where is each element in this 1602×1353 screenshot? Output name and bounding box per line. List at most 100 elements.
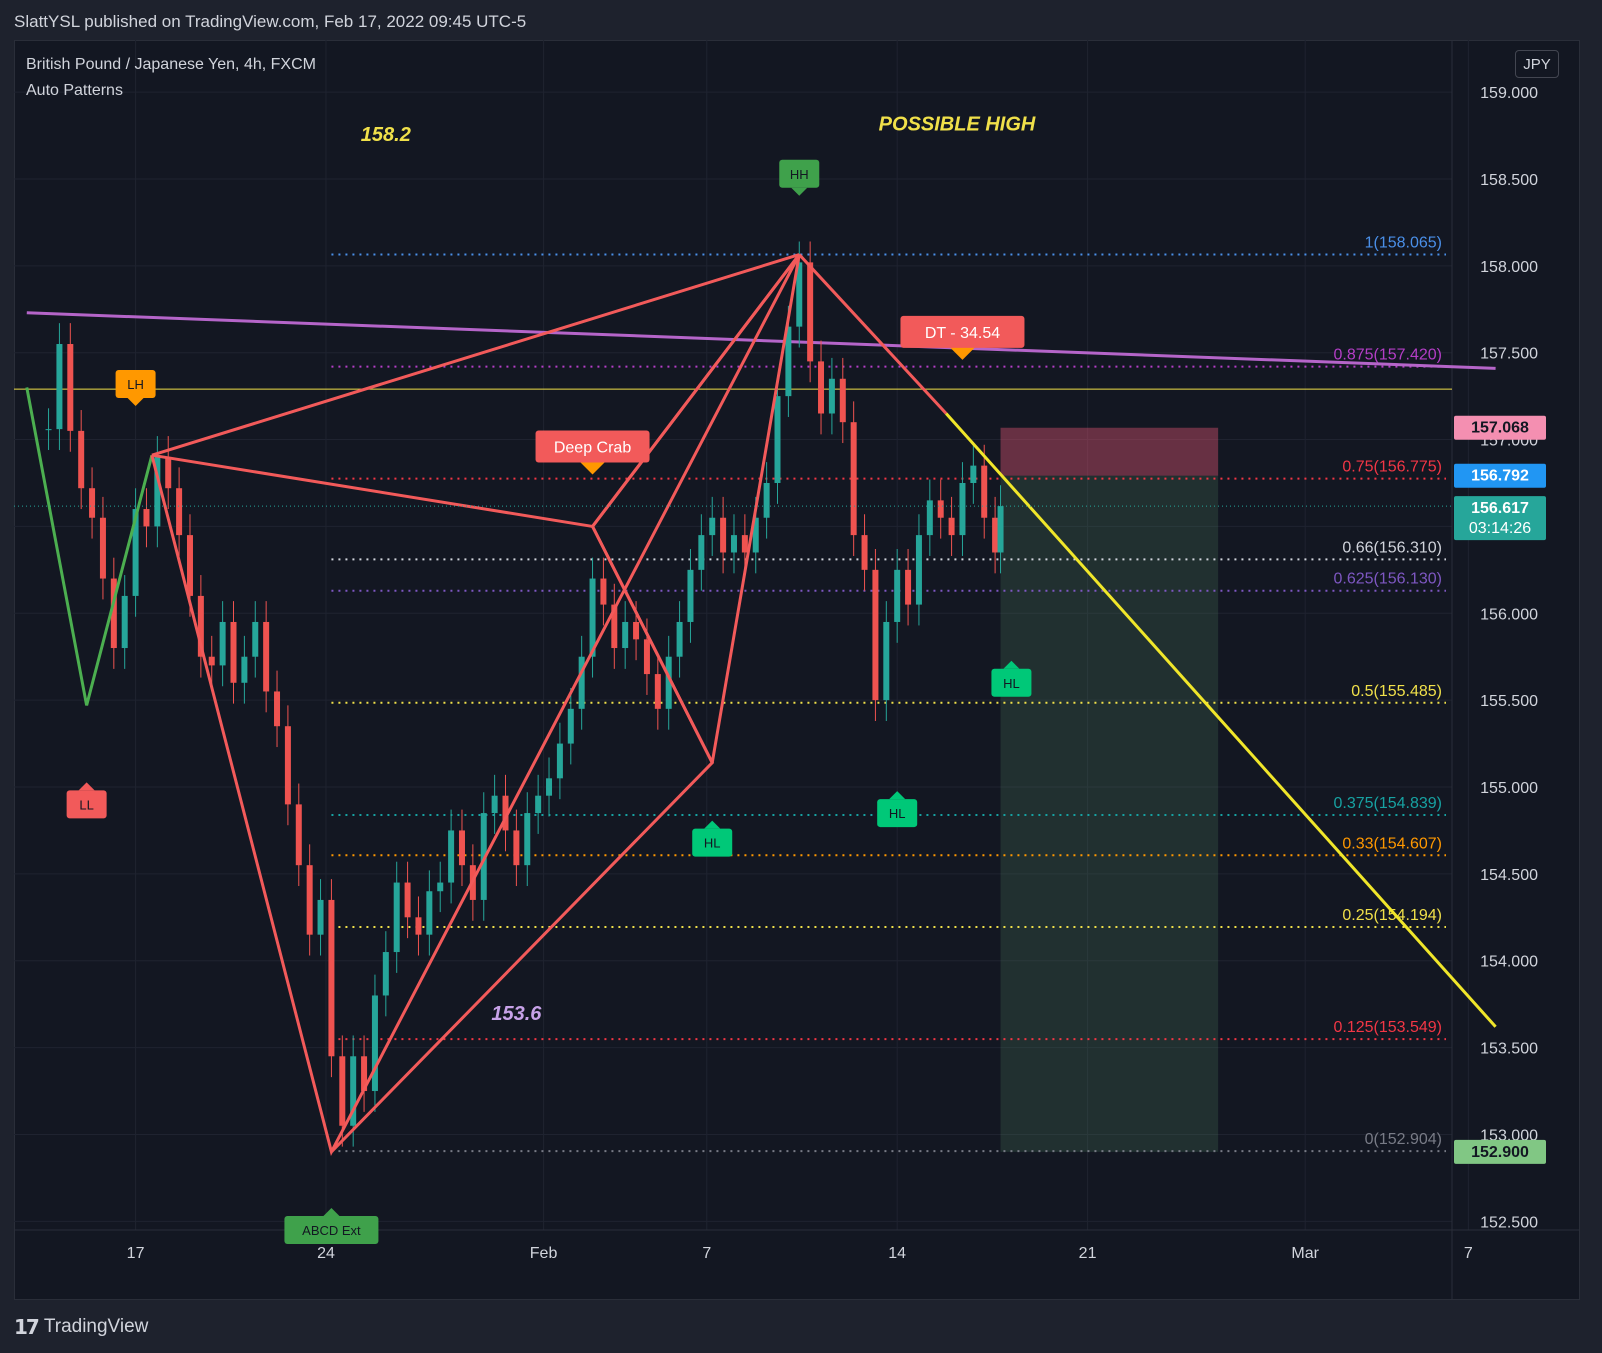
candle-body	[698, 535, 705, 570]
candle-body	[730, 535, 737, 553]
candle-body	[317, 899, 324, 935]
pattern-leg-xb	[151, 253, 800, 457]
fib-level-label: 0.375(154.839)	[1333, 795, 1442, 812]
chart-annotation: 158.2	[361, 124, 411, 146]
candle-body	[404, 882, 411, 918]
marker-arrow-down	[791, 187, 808, 196]
candle-body	[785, 326, 792, 397]
candle-body	[393, 882, 400, 953]
marker-arrow-up	[889, 791, 906, 800]
time-tick-label: 21	[1079, 1245, 1097, 1262]
candle-body	[121, 595, 128, 649]
price-tag-box	[1454, 415, 1546, 440]
candle-body	[611, 604, 618, 649]
pattern-leg-dt	[798, 253, 948, 415]
marker-label: HH	[790, 167, 809, 182]
price-tick-label: 156.000	[1480, 606, 1538, 623]
price-tag-label: 152.900	[1471, 1144, 1529, 1161]
candle-body	[763, 482, 770, 518]
pattern-marker: LL	[66, 782, 107, 819]
marker-label: HL	[889, 806, 906, 821]
candle-body	[687, 569, 694, 622]
candle-body	[45, 429, 52, 431]
marker-box	[66, 790, 107, 819]
price-tick-label: 155.000	[1480, 780, 1538, 797]
price-tag: 156.792	[1454, 463, 1546, 488]
price-tick-label: 159.000	[1480, 85, 1538, 102]
candle-body	[796, 262, 803, 327]
candle-body	[295, 804, 302, 866]
price-tag-label: 157.068	[1471, 420, 1529, 437]
candle-body	[567, 708, 574, 744]
marker-box	[284, 1216, 379, 1244]
candle-body	[818, 361, 825, 414]
label-text: DT - 34.54	[925, 325, 1000, 342]
fib-level-label: 0.125(153.549)	[1333, 1019, 1442, 1036]
candle-body	[643, 639, 650, 675]
fib-level-label: 0.66(156.310)	[1342, 539, 1442, 556]
label-arrow	[948, 345, 977, 360]
candle-body	[915, 535, 922, 605]
tradingview-logo[interactable]: 17 TradingView	[14, 1315, 148, 1339]
price-tag-countdown: 03:14:26	[1469, 520, 1531, 537]
candle-body	[741, 535, 748, 553]
candle-body	[110, 578, 117, 649]
candle-body	[894, 569, 901, 622]
fib-level-label: 0.625(156.130)	[1333, 571, 1442, 588]
candle-body	[382, 952, 389, 996]
candle-body	[905, 569, 912, 605]
candle-body	[959, 482, 966, 536]
candle-body	[263, 621, 270, 692]
price-tick-label: 152.500	[1480, 1214, 1538, 1231]
price-tag: 152.900	[1454, 1139, 1546, 1164]
candle-body	[132, 509, 139, 596]
indicator-title[interactable]: Auto Patterns	[26, 82, 123, 99]
candle-body	[556, 743, 563, 779]
candle-body	[241, 656, 248, 683]
candle-body	[208, 656, 215, 666]
fib-level-label: 0.25(154.194)	[1342, 907, 1442, 924]
candle-body	[752, 517, 759, 553]
chart-frame	[14, 40, 1580, 1300]
candle-body	[78, 430, 85, 489]
marker-box	[991, 668, 1032, 697]
fib-level-label: 0.33(154.607)	[1342, 835, 1442, 852]
currency-button[interactable]: JPY	[1515, 50, 1559, 78]
candle-body	[872, 569, 879, 701]
price-tick-label: 158.000	[1480, 259, 1538, 276]
fib-level-label: 0(152.904)	[1365, 1131, 1442, 1148]
yellow-trendline	[945, 412, 1497, 1028]
pattern-marker: LH	[115, 369, 156, 406]
candle-body	[448, 830, 455, 883]
candle-body	[437, 882, 444, 892]
chart-annotation: POSSIBLE HIGH	[879, 113, 1036, 135]
price-chart[interactable]: 1(158.065) 0.875(157.420) 0.75(156.775) 0.6…	[14, 40, 1580, 1300]
zigzag-green	[25, 387, 154, 706]
candle-body	[981, 465, 988, 518]
candle-body	[774, 396, 781, 483]
candle-body	[415, 917, 422, 935]
candle-body	[578, 656, 585, 709]
symbol-title[interactable]: British Pound / Japanese Yen, 4h, FXCM	[26, 56, 316, 73]
candle-body	[883, 621, 890, 701]
candle-body	[546, 778, 553, 796]
candles	[45, 241, 1004, 1147]
label-text: Deep Crab	[554, 440, 631, 457]
marker-box	[115, 369, 156, 398]
candle-body	[176, 488, 183, 536]
candle-body	[67, 344, 74, 431]
price-axis: 159.000158.500158.000157.500157.000156.5…	[1480, 85, 1538, 1231]
pattern-label: Deep Crab	[535, 430, 650, 475]
candle-body	[458, 830, 465, 866]
stop-loss-zone	[1000, 427, 1219, 476]
marker-box	[877, 799, 918, 828]
price-tag-box	[1454, 496, 1546, 541]
candle-body	[633, 621, 640, 640]
candle-body	[274, 691, 281, 727]
marker-box	[779, 159, 820, 188]
candle-body	[828, 378, 835, 414]
candle-body	[350, 1056, 357, 1126]
candle-body	[502, 795, 509, 831]
candle-body	[665, 656, 672, 709]
pattern-marker: HH	[779, 159, 820, 196]
